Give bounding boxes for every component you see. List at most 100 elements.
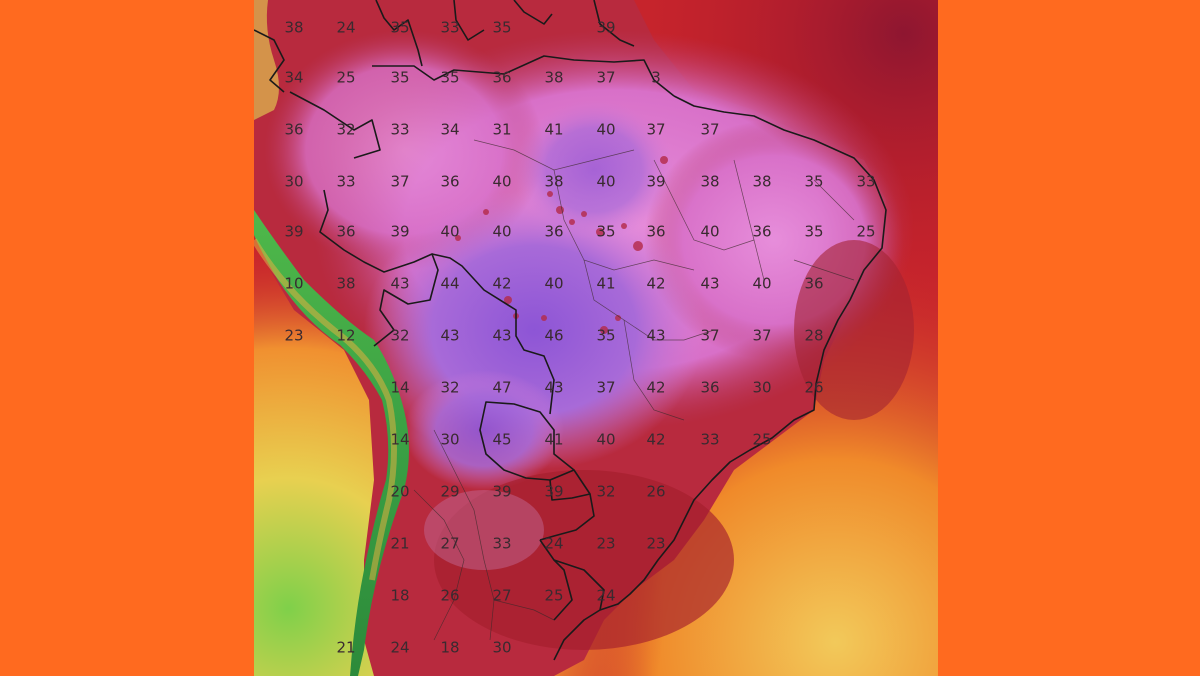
temperature-label: 14 bbox=[390, 379, 409, 397]
temperature-label: 37 bbox=[596, 379, 615, 397]
temperature-label: 39 bbox=[284, 223, 303, 241]
temperature-label: 38 bbox=[544, 69, 563, 87]
temperature-label: 39 bbox=[646, 173, 665, 191]
temperature-label: 20 bbox=[390, 483, 409, 501]
temperature-label: 43 bbox=[492, 327, 511, 345]
temperature-label: 41 bbox=[596, 275, 615, 293]
temperature-label: 36 bbox=[440, 173, 459, 191]
temperature-label: 42 bbox=[646, 379, 665, 397]
temperature-label: 39 bbox=[390, 223, 409, 241]
temperature-labels: 38 24 35 33 35 39 34 25 35 35 36 38 37 3 36 32 33 34 31 41 4… bbox=[284, 19, 875, 657]
temperature-label: 37 bbox=[700, 327, 719, 345]
temperature-label: 30 bbox=[284, 173, 303, 191]
temperature-label: 24 bbox=[544, 535, 563, 553]
temperature-label: 36 bbox=[336, 223, 355, 241]
temperature-label: 43 bbox=[544, 379, 563, 397]
temperature-label: 35 bbox=[596, 223, 615, 241]
temperature-label: 21 bbox=[336, 639, 355, 657]
temperature-label: 37 bbox=[752, 327, 771, 345]
temperature-label: 40 bbox=[752, 275, 771, 293]
temperature-label: 21 bbox=[390, 535, 409, 553]
temperature-label: 33 bbox=[440, 19, 459, 37]
temperature-label: 28 bbox=[804, 327, 823, 345]
map-canvas: 38 24 35 33 35 39 34 25 35 35 36 38 37 3 36 32 33 34 31 41 4… bbox=[254, 0, 938, 676]
temperature-label: 40 bbox=[596, 121, 615, 139]
temperature-label: 3 bbox=[651, 69, 661, 87]
temperature-label: 36 bbox=[284, 121, 303, 139]
temperature-label: 35 bbox=[390, 19, 409, 37]
temperature-label: 43 bbox=[390, 275, 409, 293]
temperature-label: 40 bbox=[492, 173, 511, 191]
temperature-label: 38 bbox=[700, 173, 719, 191]
temperature-label: 42 bbox=[646, 275, 665, 293]
temperature-label: 32 bbox=[596, 483, 615, 501]
temperature-label: 35 bbox=[440, 69, 459, 87]
temperature-label: 36 bbox=[804, 275, 823, 293]
temperature-label: 35 bbox=[492, 19, 511, 37]
temperature-label: 35 bbox=[596, 327, 615, 345]
temperature-label: 24 bbox=[390, 639, 409, 657]
temperature-label: 36 bbox=[492, 69, 511, 87]
temperature-label: 24 bbox=[336, 19, 355, 37]
temperature-map: 38 24 35 33 35 39 34 25 35 35 36 38 37 3 36 32 33 34 31 41 4… bbox=[254, 0, 938, 676]
temperature-label: 33 bbox=[700, 431, 719, 449]
temperature-label: 37 bbox=[646, 121, 665, 139]
temperature-label: 38 bbox=[752, 173, 771, 191]
temperature-label: 40 bbox=[596, 173, 615, 191]
temperature-label: 10 bbox=[284, 275, 303, 293]
temperature-label: 38 bbox=[284, 19, 303, 37]
temperature-label: 36 bbox=[700, 379, 719, 397]
temperature-label: 25 bbox=[544, 587, 563, 605]
temperature-label: 26 bbox=[646, 483, 665, 501]
temperature-label: 35 bbox=[390, 69, 409, 87]
temperature-label: 23 bbox=[596, 535, 615, 553]
temperature-label: 39 bbox=[544, 483, 563, 501]
temperature-label: 47 bbox=[492, 379, 511, 397]
temperature-label: 46 bbox=[544, 327, 563, 345]
country-borders bbox=[254, 0, 887, 661]
temperature-label: 43 bbox=[646, 327, 665, 345]
temperature-label: 23 bbox=[284, 327, 303, 345]
heat-zone-extreme-south bbox=[404, 370, 564, 490]
temperature-label: 37 bbox=[700, 121, 719, 139]
temperature-label: 12 bbox=[336, 327, 355, 345]
temperature-label: 23 bbox=[646, 535, 665, 553]
temperature-label: 32 bbox=[336, 121, 355, 139]
temperature-label: 25 bbox=[752, 431, 771, 449]
temperature-label: 31 bbox=[492, 121, 511, 139]
temperature-label: 36 bbox=[752, 223, 771, 241]
temperature-label: 43 bbox=[440, 327, 459, 345]
temperature-label: 29 bbox=[440, 483, 459, 501]
coast-east-warm bbox=[794, 240, 914, 420]
temperature-label: 18 bbox=[390, 587, 409, 605]
temperature-label: 39 bbox=[492, 483, 511, 501]
temperature-label: 40 bbox=[596, 431, 615, 449]
temperature-label: 36 bbox=[646, 223, 665, 241]
temperature-label: 33 bbox=[390, 121, 409, 139]
temperature-label: 32 bbox=[390, 327, 409, 345]
temperature-label: 27 bbox=[492, 587, 511, 605]
temperature-label: 27 bbox=[440, 535, 459, 553]
temperature-label: 30 bbox=[440, 431, 459, 449]
temperature-label: 33 bbox=[856, 173, 875, 191]
temperature-label: 34 bbox=[284, 69, 303, 87]
temperature-label: 26 bbox=[804, 379, 823, 397]
temperature-label: 38 bbox=[336, 275, 355, 293]
andes-foothills bbox=[254, 238, 397, 581]
andes-west-top bbox=[254, 0, 279, 120]
temperature-label: 41 bbox=[544, 121, 563, 139]
south-cone-pink bbox=[424, 490, 544, 570]
temperature-label: 33 bbox=[336, 173, 355, 191]
temperature-label: 37 bbox=[390, 173, 409, 191]
temperature-label: 40 bbox=[700, 223, 719, 241]
temperature-label: 30 bbox=[752, 379, 771, 397]
temperature-label: 37 bbox=[596, 69, 615, 87]
temperature-label: 24 bbox=[596, 587, 615, 605]
temperature-label: 43 bbox=[700, 275, 719, 293]
temperature-label: 26 bbox=[440, 587, 459, 605]
temperature-label: 33 bbox=[492, 535, 511, 553]
heat-zone-extreme-north bbox=[514, 100, 674, 240]
temperature-label: 36 bbox=[544, 223, 563, 241]
andes-mountains bbox=[254, 210, 409, 676]
